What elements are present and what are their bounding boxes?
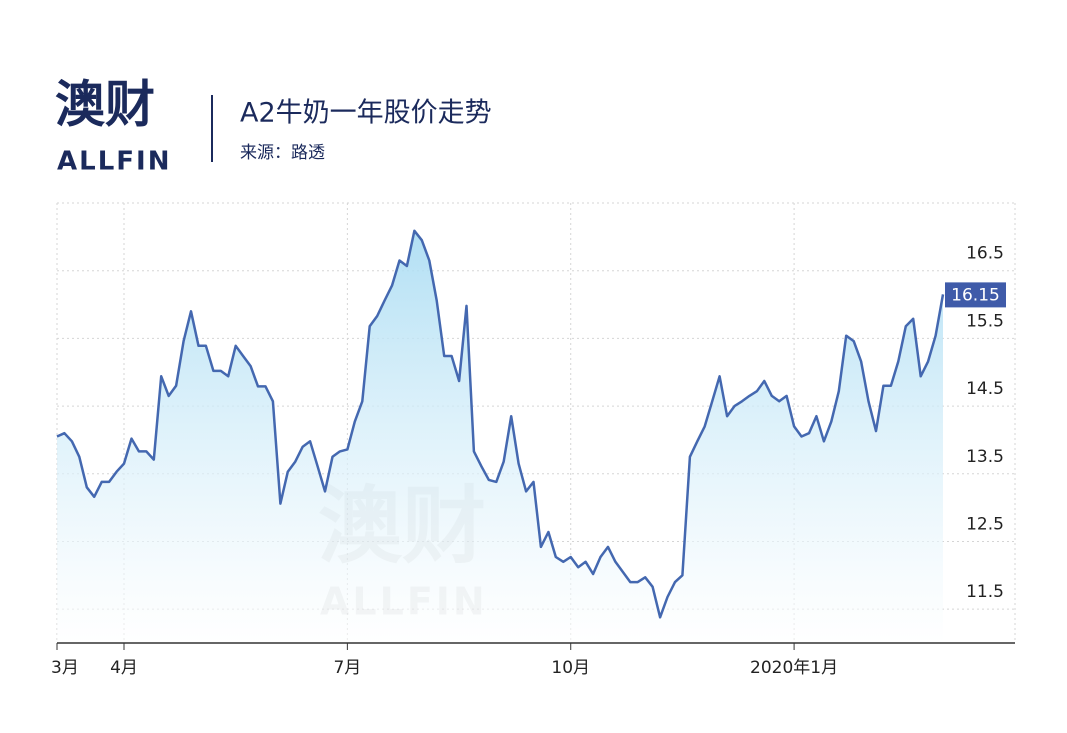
- y-tick-label: 16.5: [966, 244, 1004, 264]
- area: [57, 230, 943, 644]
- last-value-tag: [945, 282, 1006, 308]
- y-tick-label: 15.5: [966, 311, 1004, 331]
- y-tick-label: 13.5: [966, 447, 1004, 467]
- y-tick-label: 12.5: [966, 514, 1004, 534]
- logo-text: ALLFIN: [57, 147, 171, 177]
- x-tick-label: 7月: [333, 658, 361, 678]
- logo: 澳财: [55, 76, 155, 134]
- y-tick-label: 11.5: [966, 582, 1004, 602]
- x-tick-label: 10月: [551, 658, 590, 678]
- x-tick-label: 4月: [110, 658, 138, 678]
- x-tick-label: 2020年1月: [750, 658, 838, 678]
- line: [56, 229, 945, 619]
- y-tick-label: 14.5: [966, 379, 1004, 399]
- x-tick-label: 3月: [51, 658, 79, 678]
- chart-title: A2牛奶一年股价走势: [240, 98, 492, 129]
- last-value-label: 16.15: [951, 285, 1000, 305]
- chart-subtitle: 来源：路透: [240, 143, 325, 163]
